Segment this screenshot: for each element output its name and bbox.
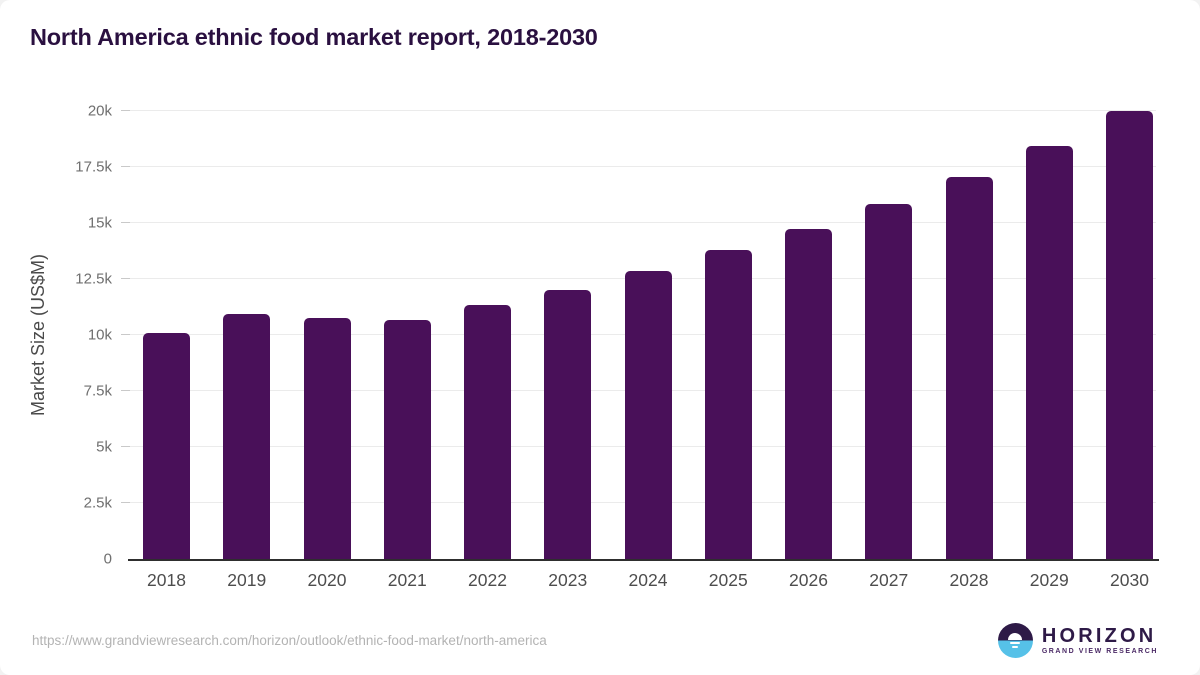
y-tick-label-2.5k: 2.5k: [83, 494, 112, 512]
y-tick-12.5k: [121, 278, 130, 279]
x-tick-label-2020: 2020: [307, 570, 347, 590]
bar-2020: [303, 317, 351, 559]
bar-2021: [383, 320, 431, 559]
y-tick-10k: [121, 334, 130, 335]
y-tick-7.5k: [121, 390, 130, 391]
x-tick-label-2029: 2029: [1029, 570, 1069, 590]
y-tick-label-7.5k: 7.5k: [83, 382, 112, 400]
y-tick-label-10k: 10k: [87, 326, 112, 344]
y-tick-label-12.5k: 12.5k: [75, 270, 112, 288]
x-tick-label-2023: 2023: [548, 570, 588, 590]
footer: https://www.grandviewresearch.com/horizo…: [32, 618, 1158, 662]
bar-2027: [865, 203, 913, 559]
y-tick-2.5k: [121, 502, 130, 503]
horizon-sunset-icon: [997, 622, 1033, 658]
wave-glyph: [1010, 642, 1021, 644]
y-tick-label-20k: 20k: [87, 102, 112, 120]
source-url: https://www.grandviewresearch.com/horizo…: [32, 632, 547, 648]
x-tick-label-2025: 2025: [708, 570, 748, 590]
bar-series: [130, 111, 1156, 559]
x-tick-label-2021: 2021: [387, 570, 427, 590]
gridline-20k: [130, 110, 1156, 111]
chart-title: North America ethnic food market report,…: [30, 24, 598, 50]
x-axis-line: [128, 559, 1159, 561]
y-axis-tick-labels: 0 2.5k 5k 7.5k 10k 12.5k 15k 17.5k 20k: [38, 103, 112, 568]
x-tick-label-2027: 2027: [869, 570, 909, 590]
y-tick-15k: [121, 222, 130, 223]
bar-2025: [704, 250, 752, 559]
bar-2030: [1106, 111, 1153, 559]
bar-2022: [464, 305, 511, 559]
bar-2023: [544, 289, 592, 559]
y-tick-5k: [121, 446, 130, 447]
x-tick-label-2024: 2024: [628, 570, 668, 590]
wave-glyph: [1012, 646, 1019, 648]
x-tick-label-2018: 2018: [147, 570, 186, 590]
x-axis-tick-labels: 2018 2019 2020 2021 2022 2023 2024 2025 2026 2027…: [130, 570, 1156, 591]
logo-subtitle: GRAND VIEW RESEARCH: [1041, 647, 1158, 655]
bar-2024: [624, 270, 672, 559]
bar-2018: [143, 332, 190, 559]
y-tick-label-5k: 5k: [96, 438, 112, 456]
x-tick-label-2019: 2019: [227, 570, 267, 590]
horizon-logo: HORIZON GRAND VIEW RESEARCH: [997, 622, 1158, 658]
x-tick-label-2030: 2030: [1110, 570, 1149, 590]
sun-glyph: [1008, 633, 1023, 640]
bar-2029: [1025, 145, 1073, 559]
x-tick-label-2028: 2028: [949, 570, 989, 590]
bar-2019: [223, 313, 271, 559]
bar-2028: [945, 176, 993, 559]
bar-2026: [785, 229, 832, 559]
x-tick-label-2022: 2022: [468, 570, 507, 590]
y-tick-label-17.5k: 17.5k: [75, 158, 112, 176]
y-tick-20k: [121, 110, 130, 111]
logo-text: HORIZON GRAND VIEW RESEARCH: [1041, 624, 1158, 655]
y-tick-label-15k: 15k: [87, 214, 112, 232]
logo-title: HORIZON: [1041, 624, 1157, 647]
gridline-15k: [130, 222, 1156, 223]
x-tick-label-2026: 2026: [789, 570, 828, 590]
bar-chart-plot-area: 0 2.5k 5k 7.5k 10k 12.5k 15k 17.5k 20k 2018 2019 2…: [75, 103, 1159, 590]
y-tick-17.5k: [121, 166, 130, 167]
gridline-17.5k: [130, 166, 1156, 167]
y-tick-label-0: 0: [103, 550, 112, 568]
